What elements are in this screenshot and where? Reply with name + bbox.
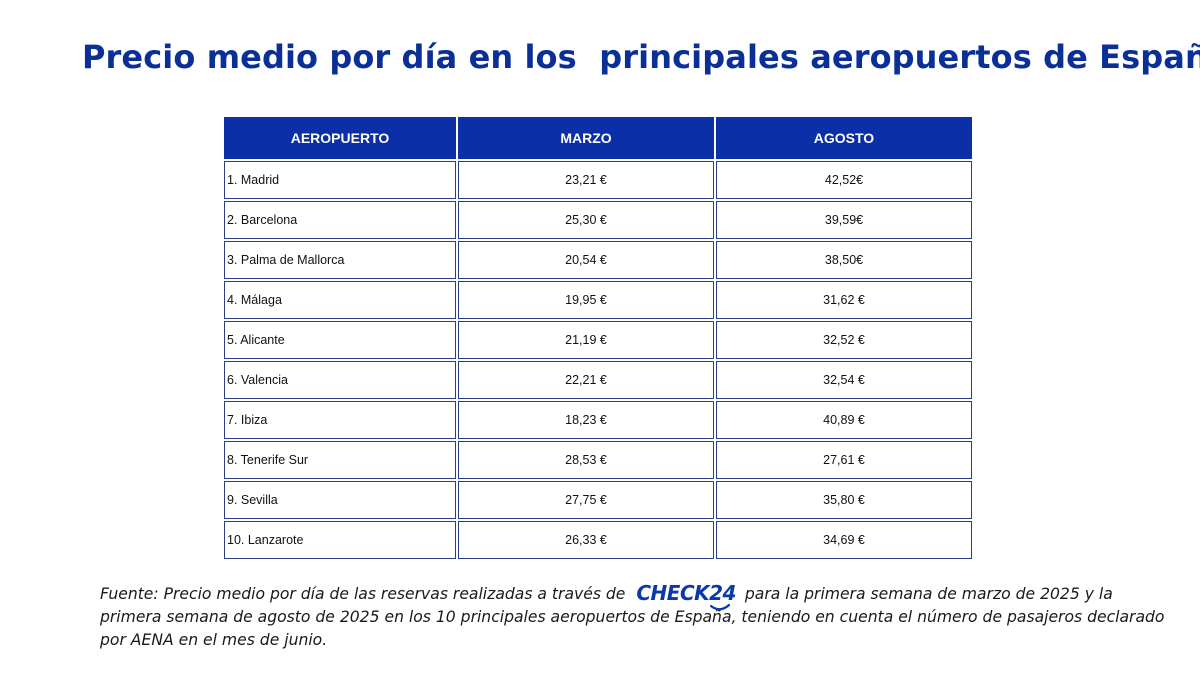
airport-cell: 9. Sevilla	[224, 481, 456, 519]
august-price-cell: 31,62 €	[716, 281, 972, 319]
august-price-cell: 27,61 €	[716, 441, 972, 479]
page-title: Precio medio por día en los principales …	[82, 38, 1200, 76]
swoosh-icon	[710, 604, 731, 611]
header-airport: AEROPUERTO	[224, 117, 456, 159]
airport-cell: 4. Málaga	[224, 281, 456, 319]
table-row: 5. Alicante 21,19 € 32,52 €	[224, 321, 972, 359]
march-price-cell: 18,23 €	[458, 401, 714, 439]
check24-logo-text: CHECK24	[636, 581, 736, 605]
march-price-cell: 25,30 €	[458, 201, 714, 239]
header-august: AGOSTO	[716, 117, 972, 159]
source-note: Fuente: Precio medio por día de las rese…	[100, 583, 1170, 652]
march-price-cell: 26,33 €	[458, 521, 714, 559]
march-price-cell: 23,21 €	[458, 161, 714, 199]
airport-cell: 7. Ibiza	[224, 401, 456, 439]
march-price-cell: 19,95 €	[458, 281, 714, 319]
table-row: 2. Barcelona 25,30 € 39,59€	[224, 201, 972, 239]
airport-cell: 2. Barcelona	[224, 201, 456, 239]
airport-cell: 8. Tenerife Sur	[224, 441, 456, 479]
august-price-cell: 34,69 €	[716, 521, 972, 559]
table-row: 6. Valencia 22,21 € 32,54 €	[224, 361, 972, 399]
source-text-before: Fuente: Precio medio por día de las rese…	[100, 585, 631, 603]
check24-logo: CHECK24	[630, 581, 740, 611]
table-row: 9. Sevilla 27,75 € 35,80 €	[224, 481, 972, 519]
airport-cell: 3. Palma de Mallorca	[224, 241, 456, 279]
airport-cell: 5. Alicante	[224, 321, 456, 359]
march-price-cell: 20,54 €	[458, 241, 714, 279]
airport-cell: 6. Valencia	[224, 361, 456, 399]
march-price-cell: 21,19 €	[458, 321, 714, 359]
august-price-cell: 32,52 €	[716, 321, 972, 359]
table-row: 3. Palma de Mallorca 20,54 € 38,50€	[224, 241, 972, 279]
august-price-cell: 32,54 €	[716, 361, 972, 399]
table-header-row: AEROPUERTO MARZO AGOSTO	[224, 117, 972, 159]
august-price-cell: 35,80 €	[716, 481, 972, 519]
airport-cell: 1. Madrid	[224, 161, 456, 199]
march-price-cell: 28,53 €	[458, 441, 714, 479]
march-price-cell: 22,21 €	[458, 361, 714, 399]
march-price-cell: 27,75 €	[458, 481, 714, 519]
price-table: AEROPUERTO MARZO AGOSTO 1. Madrid 23,21 …	[222, 115, 974, 561]
source-text-after: para la primera semana de marzo de 2025 …	[100, 585, 1165, 649]
august-price-cell: 38,50€	[716, 241, 972, 279]
table-row: 1. Madrid 23,21 € 42,52€	[224, 161, 972, 199]
header-march: MARZO	[458, 117, 714, 159]
table-row: 4. Málaga 19,95 € 31,62 €	[224, 281, 972, 319]
table-row: 8. Tenerife Sur 28,53 € 27,61 €	[224, 441, 972, 479]
table-row: 7. Ibiza 18,23 € 40,89 €	[224, 401, 972, 439]
table-row: 10. Lanzarote 26,33 € 34,69 €	[224, 521, 972, 559]
airport-cell: 10. Lanzarote	[224, 521, 456, 559]
august-price-cell: 42,52€	[716, 161, 972, 199]
august-price-cell: 40,89 €	[716, 401, 972, 439]
august-price-cell: 39,59€	[716, 201, 972, 239]
